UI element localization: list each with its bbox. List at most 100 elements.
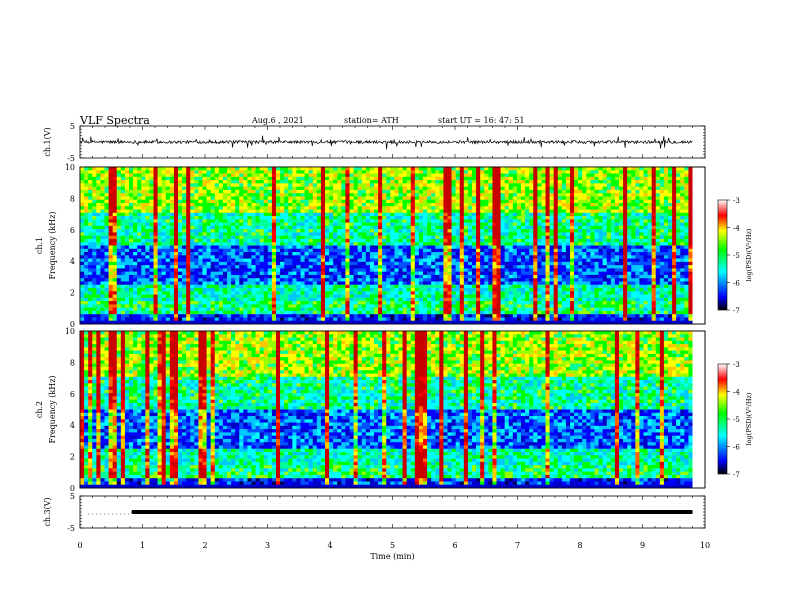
spectrogram-cell — [202, 180, 207, 184]
spectrogram-cell — [663, 176, 669, 181]
spectrogram-cell — [553, 206, 559, 210]
spectrogram-cell — [235, 238, 240, 243]
spectrogram-cell — [276, 225, 281, 230]
spectrogram-cell — [610, 252, 616, 256]
spectrogram-cell — [496, 173, 501, 178]
spectrogram-cell — [651, 232, 657, 236]
spectrogram-cell — [402, 170, 407, 174]
spectrogram-cell — [594, 212, 599, 217]
spectrogram-cell — [292, 173, 297, 178]
spectrogram-cell — [561, 265, 567, 269]
spectrogram-cell — [406, 216, 412, 220]
spectrogram-cell — [606, 252, 612, 256]
spectrogram-cell — [222, 180, 228, 184]
spectrogram-cell — [227, 245, 232, 250]
spectrogram-cell — [663, 212, 669, 217]
spectrogram-cell — [647, 212, 652, 217]
spectrogram-cell — [406, 245, 412, 250]
spectrogram-cell — [533, 238, 538, 243]
spectrogram-cell — [619, 265, 624, 269]
spectrogram-cell — [537, 238, 542, 243]
spectrogram-cell — [133, 248, 138, 253]
spectrogram-cell — [137, 258, 142, 263]
spectrogram-cell — [676, 265, 681, 269]
spectrogram-cell — [194, 229, 199, 233]
spectrogram-cell — [284, 209, 289, 214]
spectrogram-cell — [529, 252, 534, 256]
spectrogram-cell — [202, 167, 207, 171]
spectrogram-cell — [561, 229, 567, 233]
spectrogram-cell — [255, 245, 260, 250]
spectrogram-cell — [112, 199, 118, 204]
spectrogram-cell — [541, 167, 546, 171]
spectrogram-cell — [116, 248, 122, 253]
spectrogram-cell — [349, 202, 354, 207]
spectrogram-cell — [565, 242, 571, 246]
spectrogram-cell — [280, 248, 285, 253]
spectrogram-cell — [198, 248, 203, 253]
spectrogram-cell — [235, 189, 240, 194]
spectrogram-cell — [463, 167, 469, 171]
spectrogram-cell — [280, 189, 285, 194]
spectrogram-cell — [619, 170, 624, 174]
spectrogram-cell — [663, 235, 669, 240]
spectrogram-cell — [533, 242, 538, 246]
spectrogram-cell — [406, 170, 412, 174]
spectrogram-cell — [553, 209, 559, 214]
spectrogram-cell — [169, 176, 175, 181]
spectrogram-cell — [394, 229, 399, 233]
spectrogram-cell — [308, 261, 314, 266]
spectrogram-cell — [145, 180, 150, 184]
spectrogram-cell — [92, 252, 97, 256]
spectrogram-cell — [386, 248, 391, 253]
spectrogram-cell — [431, 229, 436, 233]
spectrogram-cell — [504, 167, 510, 171]
spectrogram-cell — [529, 186, 534, 191]
spectrogram-cell — [182, 242, 187, 246]
spectrogram-cell — [145, 209, 150, 214]
spectrogram-cell — [100, 265, 105, 269]
spectrogram-cell — [153, 170, 158, 174]
spectrogram-cell — [537, 219, 542, 223]
spectrogram-cell — [133, 258, 138, 263]
spectrogram-cell — [402, 180, 407, 184]
spectrogram-cell — [659, 216, 665, 220]
spectrogram-cell — [614, 225, 620, 230]
spectrogram-cell — [565, 170, 571, 174]
spectrogram-cell — [435, 199, 440, 204]
spectrogram-cell — [210, 232, 216, 236]
spectrogram-cell — [631, 225, 636, 230]
spectrogram-cell — [137, 212, 142, 217]
spectrogram-cell — [602, 176, 608, 181]
spectrogram-cell — [304, 261, 309, 266]
spectrogram-cell — [553, 216, 559, 220]
spectrogram-cell — [222, 261, 228, 266]
spectrogram-cell — [398, 248, 403, 253]
spectrogram-cell — [247, 170, 252, 174]
spectrogram-cell — [463, 245, 469, 250]
spectrogram-cell — [361, 261, 367, 266]
spectrogram-cell — [88, 265, 93, 269]
spectrogram-cell — [194, 193, 199, 197]
spectrogram-cell — [316, 209, 322, 214]
spectrogram-cell — [227, 258, 232, 263]
spectrogram-cell — [178, 183, 183, 187]
spectrogram-cell — [541, 248, 546, 253]
spectrogram-cell — [100, 261, 105, 266]
spectrogram-cell — [133, 183, 138, 187]
spectrogram-cell — [680, 255, 685, 259]
spectrogram-cell — [173, 225, 179, 230]
spectrogram-cell — [394, 225, 399, 230]
spectrogram-cell — [235, 255, 240, 259]
spectrogram-cell — [157, 252, 162, 256]
spectrogram-cell — [443, 232, 448, 236]
spectrogram-cell — [529, 206, 534, 210]
spectrogram-cell — [598, 206, 603, 210]
spectrogram-cell — [439, 245, 444, 250]
spectrogram-cell — [300, 252, 305, 256]
spectrogram-cell — [231, 229, 236, 233]
spectrogram-cell — [427, 235, 432, 240]
spectrogram-cell — [182, 183, 187, 187]
spectrogram-cell — [341, 265, 346, 269]
